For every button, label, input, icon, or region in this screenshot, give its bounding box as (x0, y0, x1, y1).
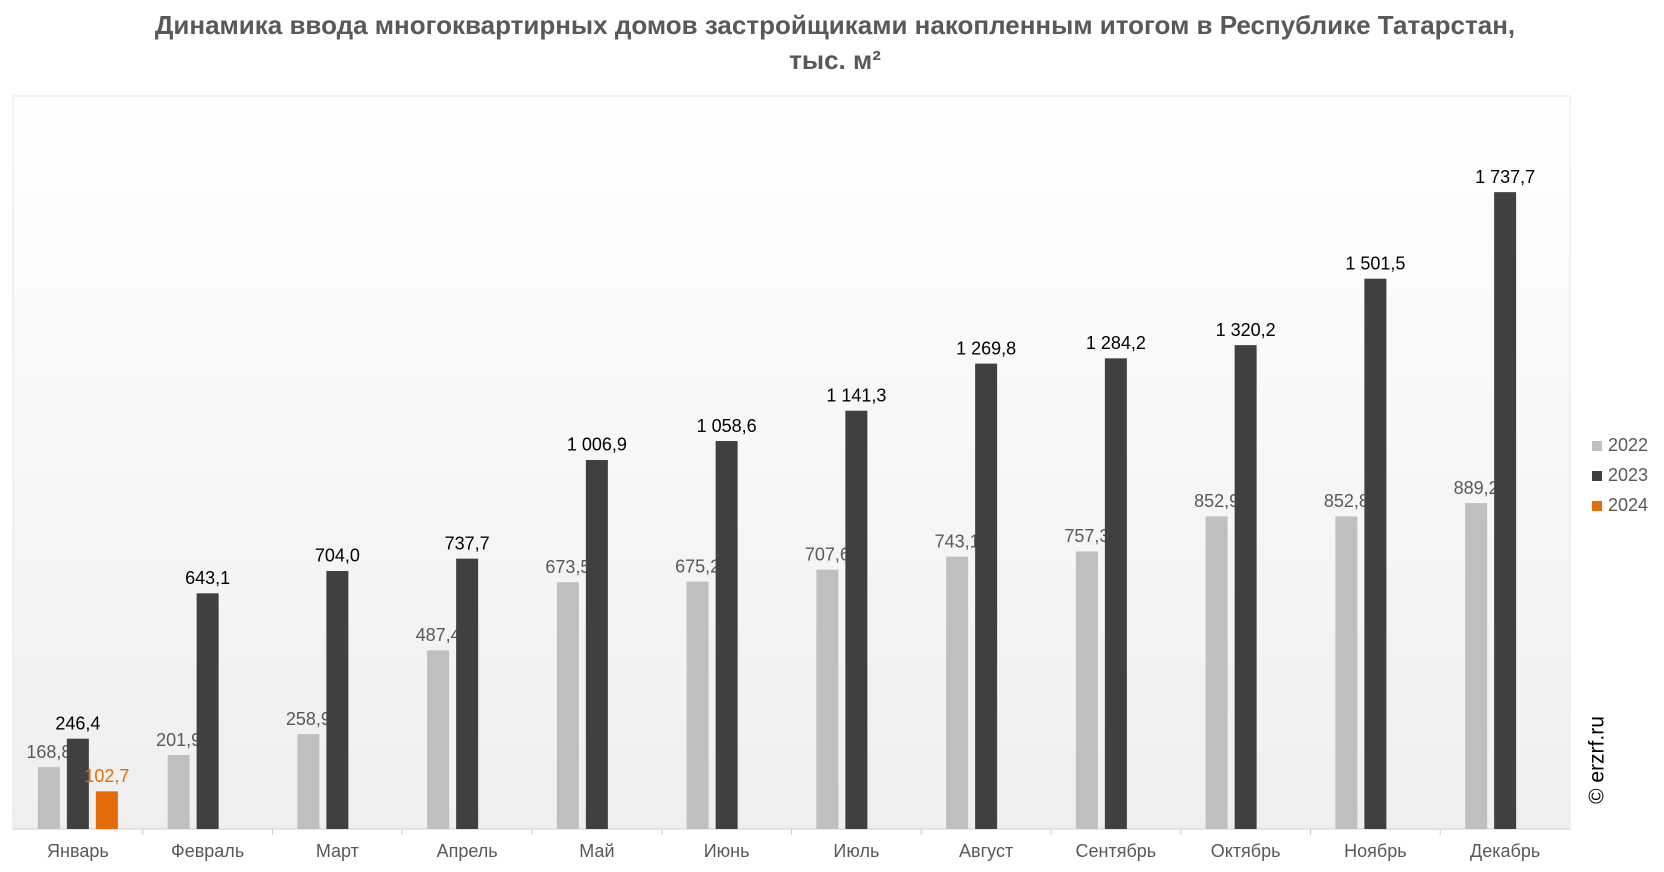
x-tick-label: Июнь (704, 841, 750, 861)
value-label: 704,0 (315, 546, 360, 566)
x-tick-label: Февраль (171, 841, 244, 861)
value-label: 1 737,7 (1475, 167, 1535, 187)
bar (196, 593, 219, 829)
x-tick-label: Июль (833, 841, 879, 861)
bar (556, 582, 579, 829)
value-label: 168,8 (26, 742, 71, 762)
value-label: 675,2 (675, 556, 720, 576)
value-label: 707,6 (805, 544, 850, 564)
x-tick-label: Октябрь (1211, 841, 1281, 861)
value-label: 743,1 (935, 531, 980, 551)
x-tick-label: Январь (47, 841, 109, 861)
bar (1234, 345, 1257, 829)
value-label: 1 284,2 (1086, 333, 1146, 353)
x-tick-label: Сентябрь (1076, 841, 1157, 861)
value-label: 1 269,8 (956, 338, 1016, 358)
x-tick-label: Март (316, 841, 359, 861)
value-label: 1 501,5 (1345, 253, 1405, 273)
bar (297, 734, 320, 829)
x-tick-label: Ноябрь (1344, 841, 1406, 861)
bar (845, 410, 868, 829)
bar (975, 363, 998, 829)
bar (946, 556, 969, 829)
x-tick-label: Апрель (437, 841, 498, 861)
value-label: 201,9 (156, 730, 201, 750)
legend-swatch (1592, 501, 1602, 511)
bar (1335, 516, 1358, 829)
x-tick-label: Декабрь (1470, 841, 1540, 861)
bar (585, 459, 608, 829)
bar (326, 570, 349, 829)
value-label: 1 141,3 (826, 385, 886, 405)
bar (1364, 278, 1387, 829)
value-label: 258,9 (286, 709, 331, 729)
x-tick-label: Май (579, 841, 614, 861)
bar (1465, 503, 1488, 829)
bar (95, 791, 118, 829)
bar (715, 441, 738, 829)
value-label: 852,9 (1194, 491, 1239, 511)
legend-label: 2024 (1608, 495, 1648, 515)
plot-area (12, 95, 1571, 830)
bar (686, 581, 709, 829)
bar (816, 569, 839, 829)
value-label: 643,1 (185, 568, 230, 588)
watermark: © erzrf.ru (1586, 716, 1609, 804)
bar (1104, 358, 1127, 829)
value-label: 757,3 (1064, 526, 1109, 546)
value-label: 852,8 (1324, 491, 1369, 511)
bar (456, 558, 479, 829)
value-label: 1 006,9 (567, 435, 627, 455)
value-label: 246,4 (55, 713, 100, 733)
bar (37, 767, 60, 829)
legend-label: 2023 (1608, 465, 1648, 485)
bar (66, 738, 89, 829)
value-label: 737,7 (445, 533, 490, 553)
legend-label: 2022 (1608, 435, 1648, 455)
chart-title: Динамика ввода многоквартирных домов зас… (154, 10, 1516, 75)
bar (1205, 516, 1228, 829)
x-tick-label: Август (959, 841, 1013, 861)
value-label: 889,2 (1454, 478, 1499, 498)
legend-swatch (1592, 441, 1602, 451)
value-label: 102,7 (84, 766, 129, 786)
bar (1075, 551, 1098, 829)
bar (1494, 192, 1517, 830)
bar (167, 755, 190, 829)
value-label: 1 320,2 (1216, 320, 1276, 340)
bar (427, 650, 450, 829)
value-label: 487,4 (416, 625, 461, 645)
legend-swatch (1592, 471, 1602, 481)
value-label: 673,5 (545, 557, 590, 577)
value-label: 1 058,6 (697, 416, 757, 436)
